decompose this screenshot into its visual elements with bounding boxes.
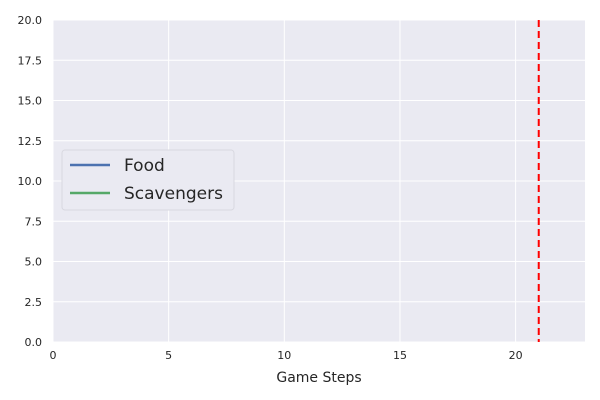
y-tick-label: 12.5 [18,135,43,148]
y-tick-label: 15.0 [18,95,43,108]
x-tick-labels: 0 5 10 15 20 [50,349,523,362]
y-tick-label: 2.5 [25,296,43,309]
x-tick-label: 5 [165,349,172,362]
y-tick-labels: 0.0 2.5 5.0 7.5 10.0 12.5 15.0 17.5 20.0 [18,14,43,349]
x-tick-label: 10 [277,349,291,362]
y-tick-label: 17.5 [18,54,43,67]
y-tick-label: 10.0 [18,175,43,188]
x-axis-label: Game Steps [276,370,361,386]
legend-label-scavengers: Scavengers [124,184,223,204]
legend: Food Scavengers [61,149,235,211]
grid-y [53,19,585,343]
y-tick-label: 7.5 [25,215,43,228]
x-tick-label: 0 [50,349,57,362]
x-tick-label: 15 [393,349,407,362]
y-tick-label: 20.0 [18,14,43,27]
y-tick-label: 5.0 [25,256,43,269]
y-tick-label: 0.0 [25,336,43,349]
x-tick-label: 20 [509,349,523,362]
legend-label-food: Food [124,156,165,176]
